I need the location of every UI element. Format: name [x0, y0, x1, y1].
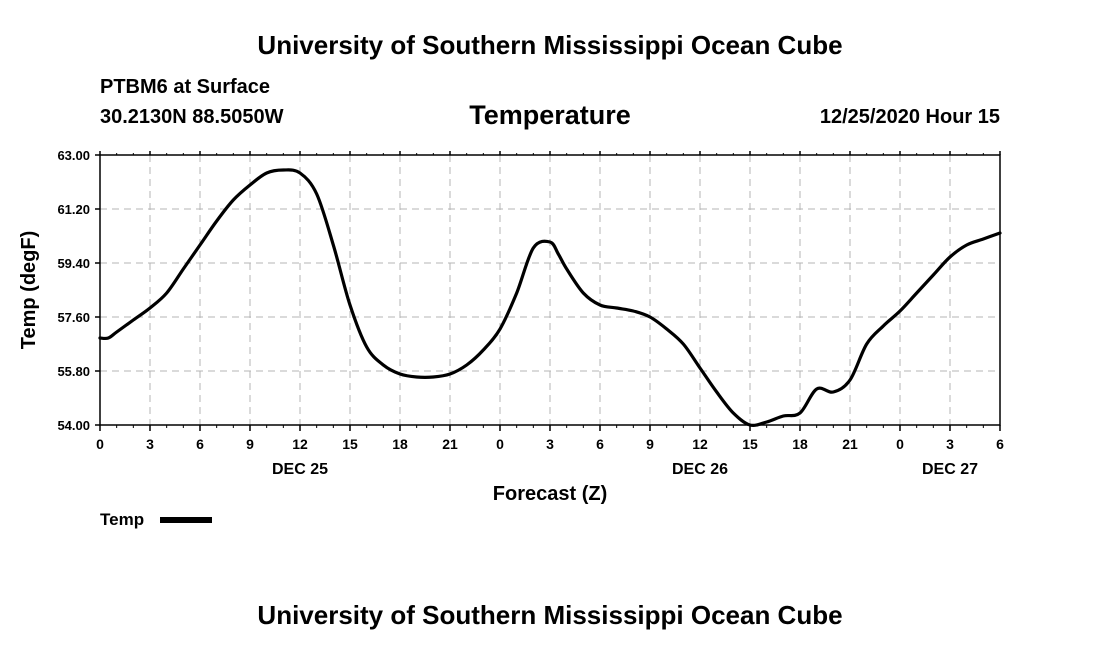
x-tick-label: 0	[896, 436, 904, 452]
x-tick-label: 0	[496, 436, 504, 452]
date-label: DEC 27	[922, 461, 978, 478]
x-tick-label: 0	[96, 436, 104, 452]
date-label: DEC 25	[272, 461, 328, 478]
x-tick-label: 9	[646, 436, 654, 452]
x-tick-label: 15	[742, 436, 758, 452]
x-tick-label: 6	[196, 436, 204, 452]
y-tick-label: 63.00	[57, 148, 90, 163]
legend-label-temp: Temp	[100, 510, 144, 529]
series-layer	[98, 168, 1002, 427]
forecast-timestamp: 12/25/2020 Hour 15	[819, 106, 1000, 128]
x-tick-label: 21	[442, 436, 458, 452]
y-tick-label: 59.40	[57, 256, 90, 271]
axis-ticks	[95, 151, 1001, 431]
x-tick-label: 21	[842, 436, 858, 452]
x-tick-label: 18	[792, 436, 808, 452]
y-tick-label: 57.60	[57, 310, 90, 325]
y-tick-label: 54.00	[57, 418, 90, 433]
x-tick-label: 3	[546, 436, 554, 452]
station-coordinates: 30.2130N 88.5050W	[100, 106, 284, 128]
x-tick-label: 3	[946, 436, 954, 452]
x-tick-label: 12	[292, 436, 308, 452]
x-tick-label: 12	[692, 436, 708, 452]
x-tick-label: 15	[342, 436, 358, 452]
station-name: PTBM6 at Surface	[100, 76, 271, 98]
x-tick-label: 9	[246, 436, 254, 452]
x-tick-label: 6	[596, 436, 604, 452]
x-axis-label: Forecast (Z)	[493, 483, 607, 505]
grid-lines	[100, 155, 1000, 425]
tick-labels: 54.00 55.80 57.60 59.40 61.20 63.00 0 3 6 9 12 15 18…	[57, 148, 1004, 478]
y-tick-label: 55.80	[57, 364, 90, 379]
x-tick-label: 3	[146, 436, 154, 452]
date-label: DEC 26	[672, 461, 728, 478]
x-tick-label: 6	[996, 436, 1004, 452]
y-axis-label: Temp (degF)	[18, 231, 40, 350]
page-title: University of Southern Mississippi Ocean…	[257, 30, 843, 60]
series-line-temp	[98, 168, 1002, 427]
footer-title: University of Southern Mississippi Ocean…	[257, 600, 843, 630]
chart-title: Temperature	[469, 100, 631, 130]
x-tick-label: 18	[392, 436, 408, 452]
y-tick-label: 61.20	[57, 202, 90, 217]
